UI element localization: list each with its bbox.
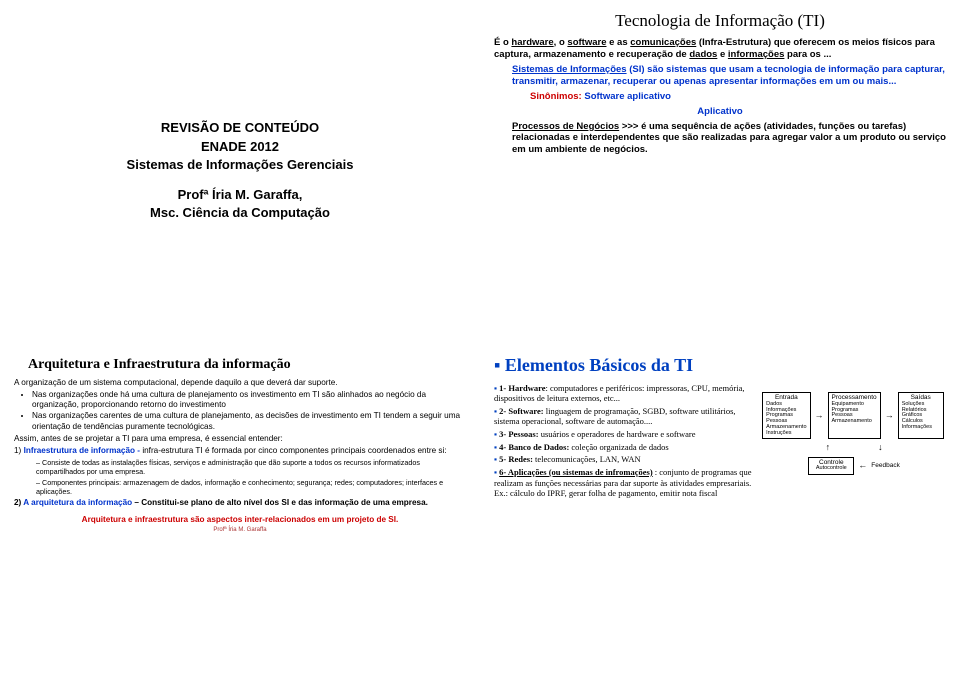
s4-i2: 2- Software: linguagem de programação, S…: [494, 406, 756, 427]
slide-arquitetura: Arquitetura e Infraestrutura da informaç…: [0, 342, 480, 684]
s2-p3c: Aplicativo: [494, 106, 946, 118]
s1-l2: ENADE 2012: [201, 139, 279, 155]
slide-ti: Tecnologia de Informação (TI) É o hardwa…: [480, 0, 960, 342]
s3-foot1: Arquitetura e infraestrutura são aspecto…: [14, 515, 466, 525]
arrow-icon: →: [885, 410, 894, 421]
s3-foot2: Profª Íria M. Garaffa: [14, 527, 466, 535]
arrow-icon: ←: [858, 460, 867, 471]
s2-p1: É o hardware, o software e as comunicaçõ…: [494, 37, 946, 61]
s3-title: Arquitetura e Infraestrutura da informaç…: [28, 356, 466, 374]
s2-title: Tecnologia de Informação (TI): [494, 10, 946, 31]
s4-title: Elementos Básicos da TI: [494, 354, 756, 377]
s3-sub2: – Componentes principais: armazenagem de…: [36, 478, 466, 496]
s3-b1: Nas organizações onde há uma cultura de …: [32, 390, 466, 411]
s4-i4: 4- Banco de Dados: coleção organizada de…: [494, 442, 756, 453]
dg-proc: Processamento Equipamento Programas Pess…: [828, 392, 881, 439]
dg-controle: Controle Autocontrole: [808, 457, 854, 476]
s3-sub1: – Consiste de todas as instalações físic…: [36, 458, 466, 476]
s3-n1: 1) Infraestrutura de informação - infra-…: [14, 446, 466, 456]
s1-l1: REVISÃO DE CONTEÚDO: [161, 120, 319, 136]
s1-l5: Msc. Ciência da Computação: [150, 205, 330, 221]
s4-i1: 1- Hardware: computadores e periféricos:…: [494, 383, 756, 404]
s2-p4: Processos de Negócios >>> é uma sequênci…: [512, 121, 946, 157]
dg-saidas: Saídas Soluções Relatórios Gráficos Cálc…: [898, 392, 944, 439]
s2-p3: Sinônimos: Software aplicativo: [530, 91, 946, 103]
s3-p1: A organização de um sistema computaciona…: [14, 378, 466, 388]
s1-l4: Profª Íria M. Garaffa,: [178, 187, 303, 203]
slide-elementos: Elementos Básicos da TI 1- Hardware: com…: [480, 342, 960, 684]
s4-left: Elementos Básicos da TI 1- Hardware: com…: [494, 352, 756, 674]
s4-i3: 3- Pessoas: usuários e operadores de har…: [494, 429, 756, 440]
s1-l3: Sistemas de Informações Gerenciais: [127, 157, 354, 173]
s3-b2: Nas organizações carentes de uma cultura…: [32, 411, 466, 432]
s3-n2: 2) A arquitetura da informação – Constit…: [14, 498, 466, 508]
s4-diagram: Entrada Dados Informações Programas Pess…: [762, 352, 946, 674]
dg-row-top: Entrada Dados Informações Programas Pess…: [762, 392, 946, 439]
s3-p2: Assim, antes de se projetar a TI para um…: [14, 434, 466, 444]
s3-list: Nas organizações onde há uma cultura de …: [32, 390, 466, 432]
s4-i6: 6- Aplicações (ou sistemas de infromaçõe…: [494, 467, 756, 499]
dg-feedback: Feedback: [871, 462, 900, 470]
s2-p2: Sistemas de Informações (SI) são sistema…: [512, 64, 946, 88]
slide-revisao: REVISÃO DE CONTEÚDO ENADE 2012 Sistemas …: [0, 0, 480, 342]
arrow-up-icon: ↑: [826, 442, 831, 453]
dg-row-bot: Controle Autocontrole ← Feedback: [762, 457, 946, 476]
arrow-down-icon: ↓: [878, 442, 883, 453]
s4-i5: 5- Redes: telecomunicações, LAN, WAN: [494, 454, 756, 465]
dg-entrada: Entrada Dados Informações Programas Pess…: [762, 392, 810, 439]
dg-row-mid: ↑ ↓: [762, 442, 946, 453]
arrow-icon: →: [815, 410, 824, 421]
